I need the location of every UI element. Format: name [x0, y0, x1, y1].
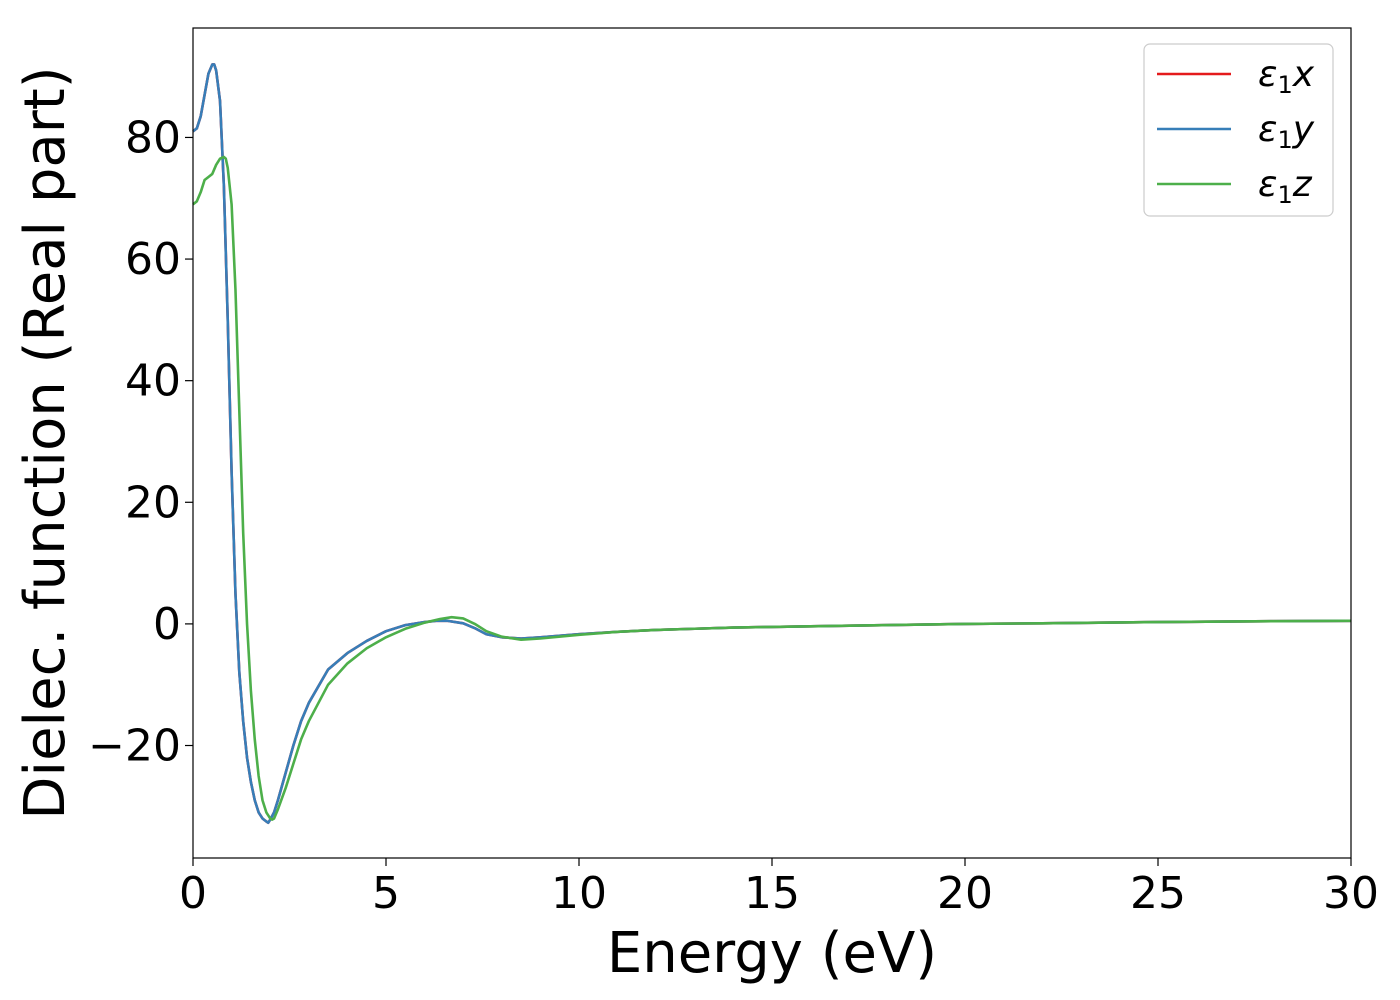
x-tick-label: 10 — [551, 868, 607, 919]
y-tick-label: 20 — [125, 477, 181, 528]
series-layer — [192, 63, 1352, 825]
legend: ε1x ε1y ε1z — [1143, 43, 1334, 217]
y-axis-label: Dielec. function (Real part) — [13, 66, 78, 819]
y-tick-label: 0 — [153, 599, 181, 650]
x-tick-label: 30 — [1323, 868, 1379, 919]
x-tick-label: 20 — [937, 868, 993, 919]
x-axis-ticks: 0 5 10 15 20 25 30 — [179, 858, 1379, 919]
y-tick-label: 40 — [125, 356, 181, 407]
legend-label-x: ε1x — [1258, 54, 1315, 99]
y-tick-label: 60 — [125, 234, 181, 285]
y-tick-label: 80 — [125, 112, 181, 163]
legend-label-y: ε1y — [1258, 109, 1315, 154]
x-tick-label: 15 — [744, 868, 800, 919]
x-tick-label: 5 — [372, 868, 400, 919]
legend-label-z: ε1z — [1258, 164, 1313, 209]
x-axis-label: Energy (eV) — [607, 921, 937, 986]
legend-box — [1143, 43, 1334, 217]
y-axis-ticks: −20 0 20 40 60 80 — [88, 112, 193, 772]
x-tick-label: 0 — [179, 868, 207, 919]
series-line-z — [192, 155, 1352, 821]
y-tick-label: −20 — [88, 721, 181, 772]
x-tick-label: 25 — [1130, 868, 1186, 919]
